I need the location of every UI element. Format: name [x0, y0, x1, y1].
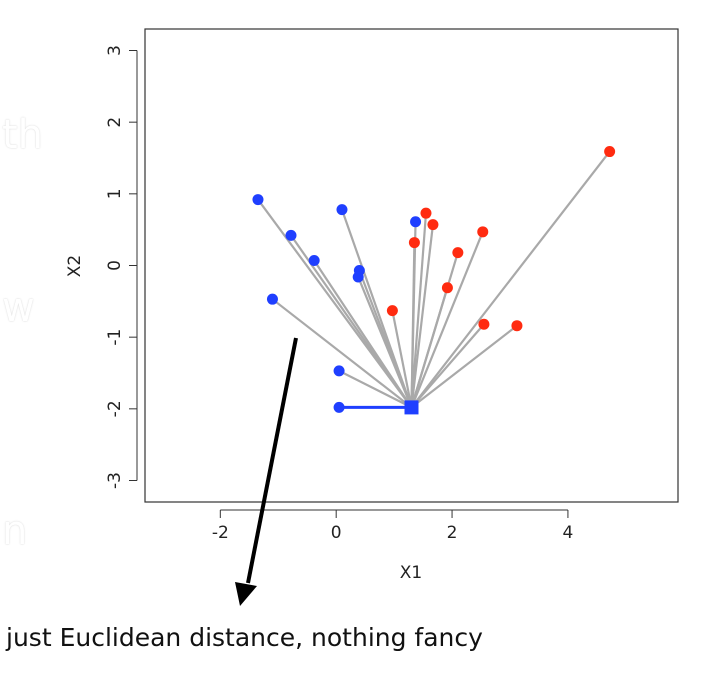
- blue-point: [285, 229, 297, 241]
- scatter-chart: -2 0 2 4 -3 -2 -1 0 1 2 3 X1 X2: [65, 28, 679, 606]
- distance-line: [391, 310, 413, 408]
- distance-line: [313, 259, 413, 409]
- distance-line: [410, 287, 449, 408]
- distance-line: [338, 369, 412, 409]
- red-point: [511, 320, 523, 332]
- distance-line: [410, 150, 611, 409]
- x-axis-label: X1: [400, 563, 422, 583]
- blue-point: [336, 204, 348, 216]
- distance-line: [357, 276, 413, 408]
- y-tick-label: 2: [105, 117, 125, 128]
- arrow-shaft: [246, 337, 298, 584]
- y-tick-label: -1: [105, 329, 125, 346]
- blue-point: [333, 401, 345, 413]
- blue-point: [352, 271, 364, 283]
- y-tick-label: 0: [105, 260, 125, 271]
- distance-line: [410, 224, 435, 408]
- distance-lines: [257, 150, 611, 409]
- distance-line: [410, 213, 428, 408]
- x-tick-label: -2: [212, 523, 229, 543]
- red-point: [478, 318, 490, 330]
- annotation-text: just Euclidean distance, nothing fancy: [6, 623, 483, 652]
- distance-line: [271, 298, 413, 409]
- background-fragment: n: [2, 508, 28, 554]
- annotation-arrow: [235, 337, 298, 606]
- x-tick-label: 4: [563, 523, 574, 543]
- y-tick-label: -2: [105, 400, 125, 417]
- blue-point: [252, 194, 264, 206]
- distance-line: [410, 231, 484, 408]
- red-point: [604, 146, 616, 158]
- y-tick-label: -3: [105, 472, 125, 489]
- query-point: [404, 400, 419, 415]
- red-point: [477, 226, 489, 238]
- blue-point: [308, 254, 320, 266]
- red-point: [420, 207, 432, 219]
- red-point: [452, 247, 464, 259]
- red-point: [427, 219, 439, 231]
- red-point: [441, 282, 453, 294]
- data-points: [252, 146, 616, 415]
- background-fragment: w: [2, 285, 35, 331]
- distance-line: [410, 324, 518, 409]
- blue-point: [333, 365, 345, 377]
- red-point: [408, 237, 420, 249]
- red-point: [386, 305, 398, 317]
- x-tick-label: 2: [447, 523, 458, 543]
- plot-frame: [144, 28, 679, 503]
- background-fragment: th: [2, 112, 44, 158]
- distance-line: [410, 323, 485, 409]
- y-axis-label: X2: [65, 255, 85, 277]
- y-tick-label: 3: [105, 45, 125, 56]
- y-tick-label: 1: [105, 188, 125, 199]
- blue-point: [410, 216, 422, 228]
- y-axis-ticks: -3 -2 -1 0 1 2 3: [105, 45, 138, 489]
- x-axis-ticks: -2 0 2 4: [212, 509, 574, 543]
- arrow-head: [235, 582, 257, 606]
- blue-point: [266, 293, 278, 305]
- x-tick-label: 0: [331, 523, 342, 543]
- distance-line: [410, 242, 416, 408]
